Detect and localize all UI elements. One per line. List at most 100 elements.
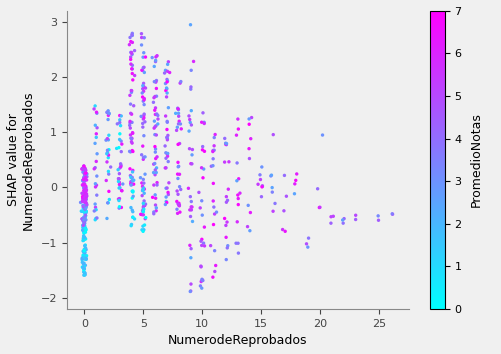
Point	[136, 175, 144, 181]
Point	[173, 199, 181, 204]
Point	[173, 188, 181, 194]
Point	[79, 222, 87, 228]
Point	[81, 209, 89, 215]
Point	[139, 55, 147, 60]
Point	[127, 110, 135, 116]
Point	[138, 227, 146, 233]
Point	[81, 195, 89, 200]
Point	[210, 204, 218, 210]
Point	[80, 267, 88, 273]
Point	[81, 204, 89, 210]
Point	[127, 57, 135, 62]
Point	[279, 227, 287, 232]
Point	[104, 108, 112, 114]
Point	[269, 132, 277, 137]
Point	[152, 58, 160, 63]
Point	[293, 171, 301, 177]
Point	[79, 178, 87, 183]
Point	[209, 156, 217, 162]
Point	[138, 180, 146, 186]
Point	[142, 201, 150, 207]
Point	[129, 178, 137, 183]
Point	[81, 166, 89, 172]
Point	[80, 208, 88, 213]
Point	[129, 215, 137, 220]
Point	[291, 181, 299, 187]
Point	[189, 59, 197, 64]
Point	[188, 219, 196, 224]
Point	[81, 171, 89, 177]
Point	[102, 178, 110, 183]
Point	[128, 178, 136, 184]
Point	[199, 144, 207, 149]
Point	[154, 121, 162, 127]
Point	[139, 200, 147, 206]
Point	[152, 79, 160, 85]
Point	[139, 98, 147, 104]
Point	[198, 212, 206, 218]
Point	[139, 94, 147, 100]
Point	[140, 70, 148, 75]
Point	[187, 255, 195, 261]
Point	[78, 257, 86, 263]
Point	[139, 212, 147, 218]
Point	[80, 229, 88, 235]
Point	[118, 188, 126, 194]
Point	[222, 257, 230, 262]
Point	[161, 143, 169, 149]
Point	[117, 164, 125, 170]
Point	[126, 92, 134, 98]
Point	[212, 209, 220, 215]
Point	[80, 215, 88, 220]
Point	[115, 204, 123, 210]
Point	[210, 147, 218, 153]
Point	[352, 212, 360, 218]
Point	[271, 201, 279, 206]
Point	[186, 120, 194, 125]
Point	[198, 198, 206, 204]
Point	[267, 173, 275, 179]
Point	[319, 132, 327, 138]
Point	[269, 209, 277, 214]
Point	[80, 217, 88, 223]
Point	[186, 22, 194, 28]
Point	[151, 172, 159, 178]
Point	[80, 222, 88, 228]
Point	[127, 175, 135, 180]
Point	[80, 234, 88, 240]
Point	[141, 203, 149, 209]
Point	[117, 113, 125, 119]
Point	[127, 50, 135, 55]
Point	[81, 221, 89, 227]
Point	[150, 79, 158, 85]
Point	[81, 256, 89, 262]
Point	[233, 219, 241, 225]
Point	[117, 162, 125, 168]
Point	[175, 141, 183, 146]
Point	[222, 234, 230, 240]
Point	[78, 166, 86, 172]
Point	[150, 64, 158, 69]
Point	[128, 66, 136, 72]
Point	[283, 193, 291, 199]
Point	[163, 136, 171, 141]
Point	[104, 200, 112, 206]
Point	[104, 113, 112, 118]
Point	[80, 177, 88, 182]
Point	[224, 243, 232, 249]
Point	[185, 146, 193, 152]
Point	[221, 136, 229, 141]
Point	[80, 163, 88, 169]
Point	[162, 199, 170, 204]
Point	[126, 149, 134, 154]
Point	[234, 202, 242, 207]
Point	[198, 147, 206, 153]
Point	[140, 97, 148, 103]
Point	[196, 283, 204, 289]
Point	[105, 189, 113, 194]
Point	[128, 136, 136, 142]
Point	[209, 148, 217, 153]
Point	[224, 186, 232, 192]
Point	[187, 288, 195, 294]
Point	[185, 113, 193, 119]
